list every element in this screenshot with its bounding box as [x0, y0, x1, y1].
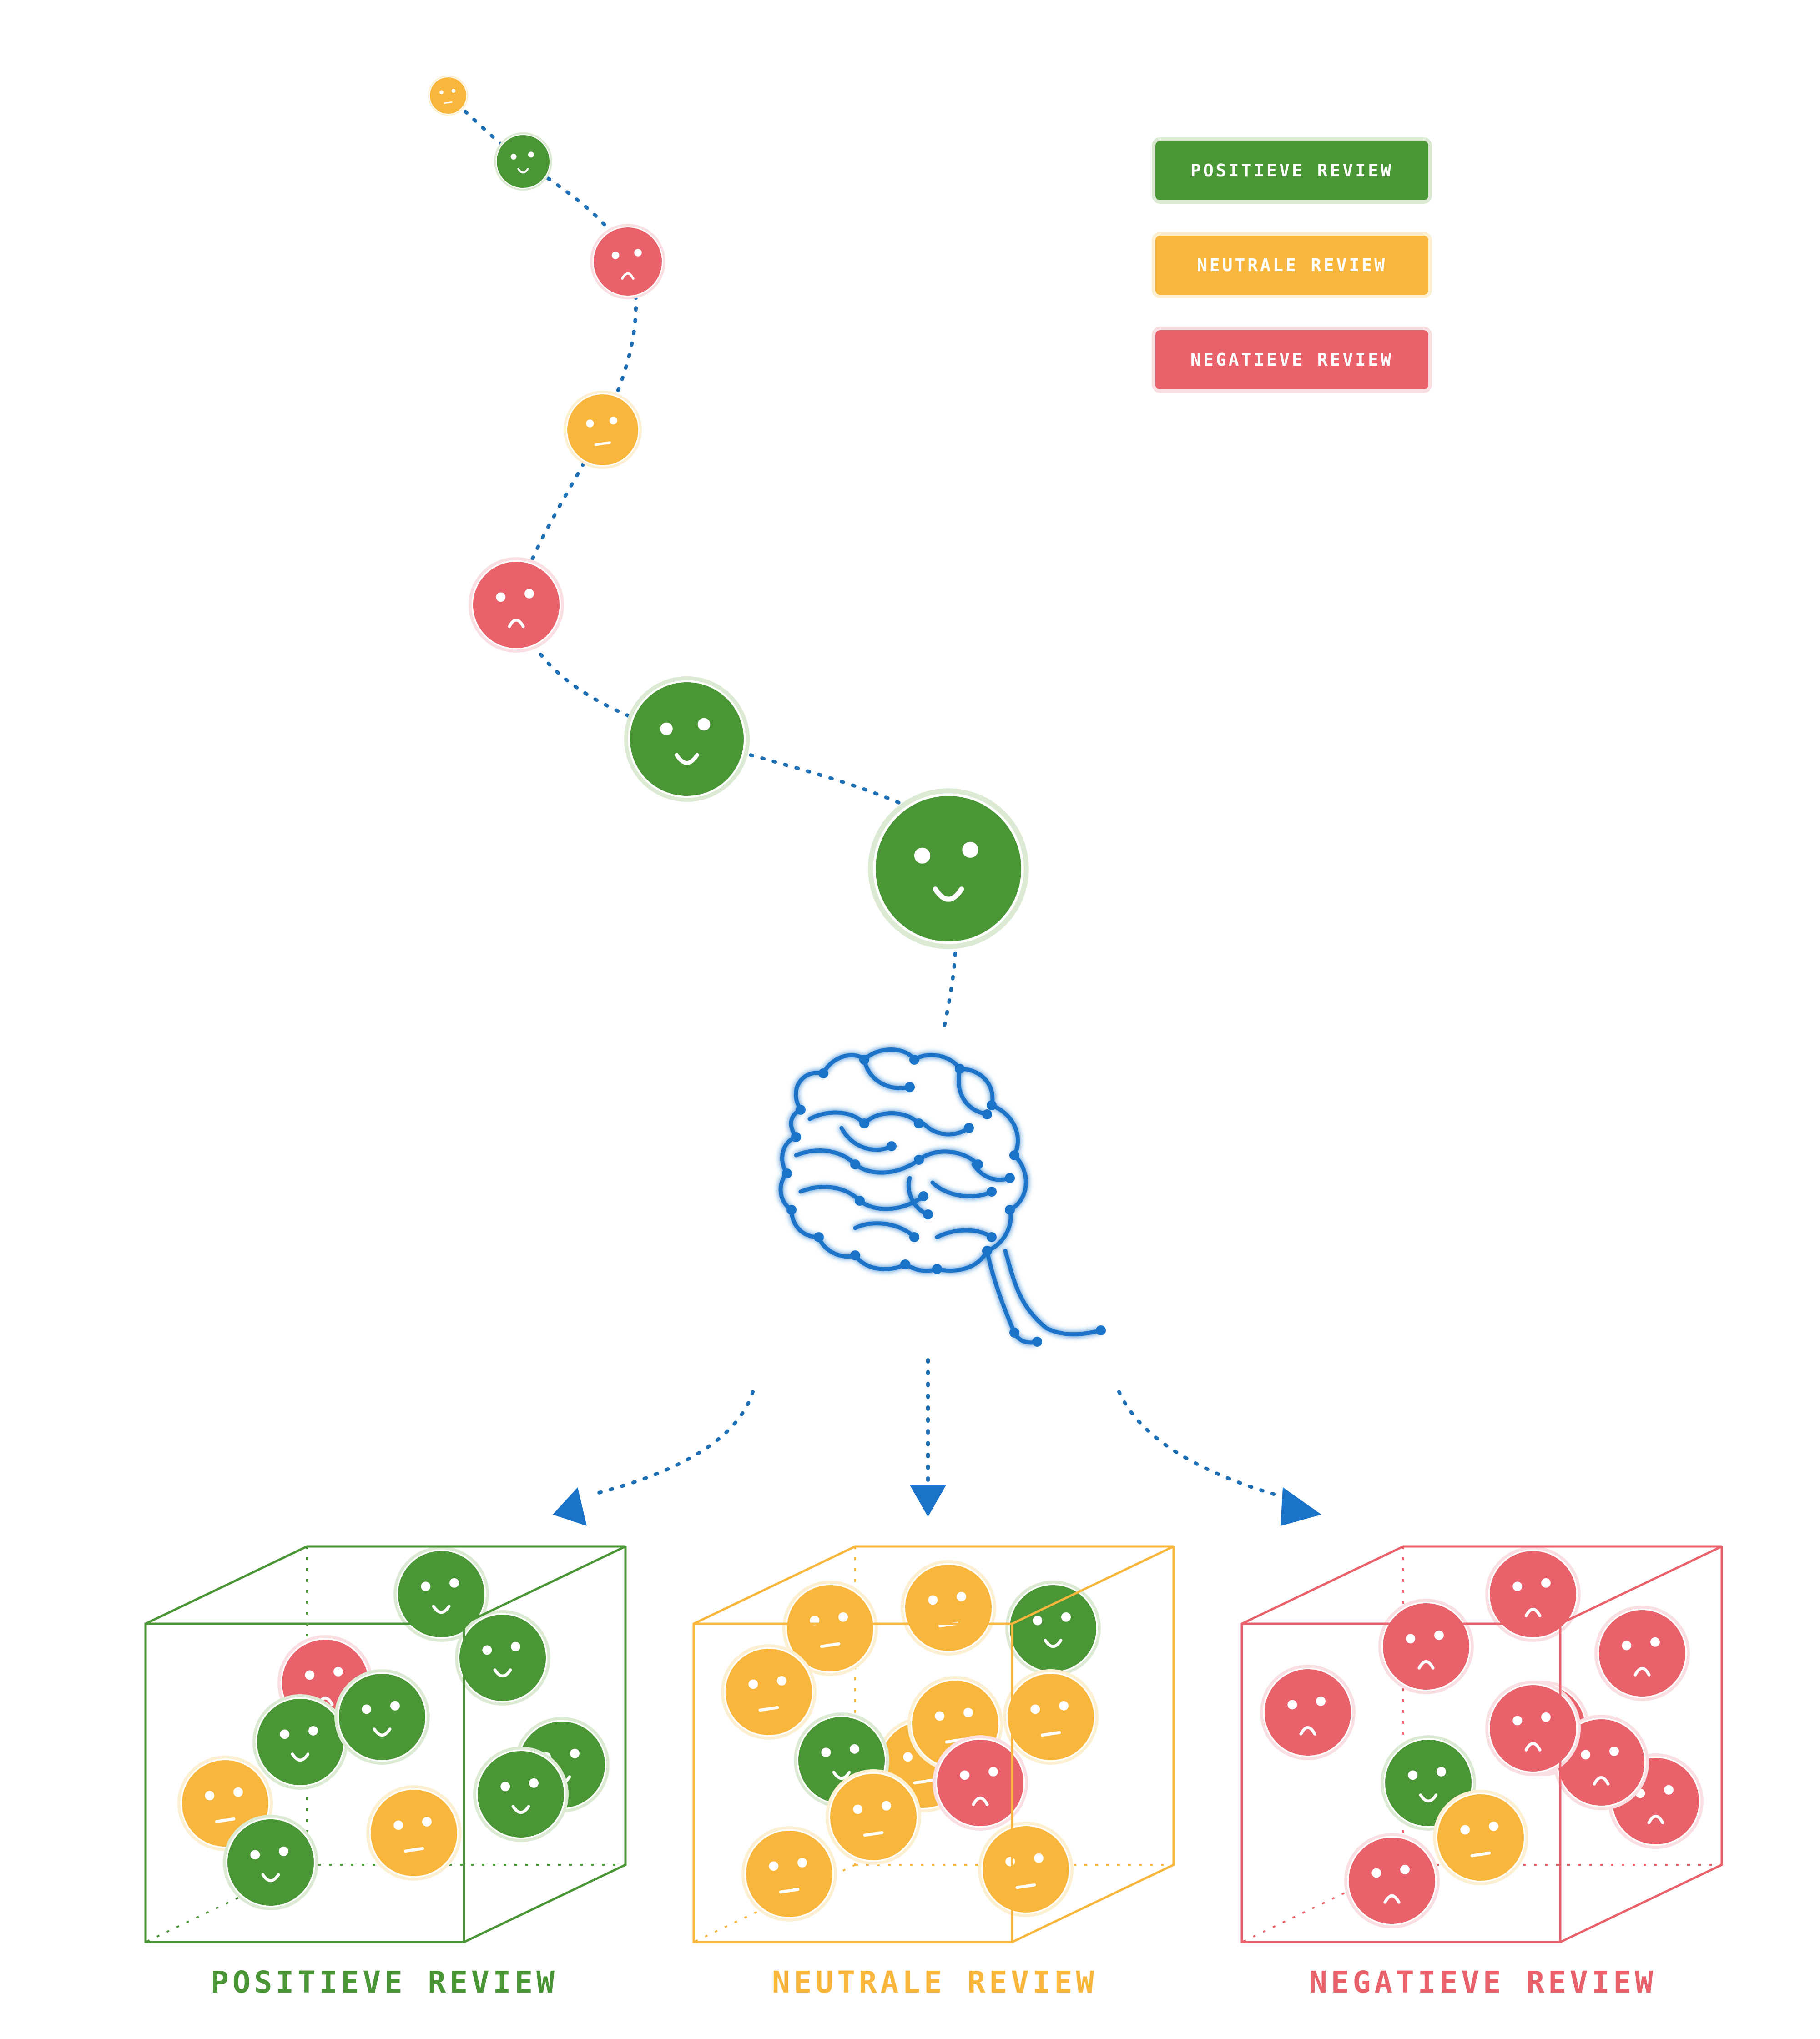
positive-face-icon — [393, 1546, 489, 1642]
positive-face-icon — [223, 1815, 318, 1910]
brain-node-dot — [1005, 1173, 1015, 1183]
negative-box-label: NEGATIEVE REVIEW — [1309, 1965, 1657, 2000]
positive-face-icon — [252, 1694, 348, 1790]
brain-node-dot — [909, 1055, 919, 1065]
brain-node-dot — [859, 1055, 869, 1065]
dispatch-arrows — [553, 1358, 1321, 1526]
ai-brain-icon — [778, 1047, 1103, 1345]
arrow-to-negative — [1117, 1390, 1276, 1496]
negative-face-icon — [1260, 1665, 1356, 1760]
legend-negative-review: NEGATIEVE REVIEW — [1155, 330, 1428, 389]
legend-neutral-review: NEUTRALE REVIEW — [1155, 236, 1428, 295]
brain-node-dot — [973, 1159, 983, 1169]
brain-node-dot — [964, 1123, 974, 1133]
positive-face-icon — [473, 1747, 569, 1842]
neutral-face-icon — [826, 1769, 921, 1865]
brain-node-dot — [905, 1082, 915, 1092]
positive-face-icon — [494, 132, 553, 191]
positive-box-label: POSITIEVE REVIEW — [211, 1965, 558, 2000]
brain-node-dot — [796, 1105, 806, 1115]
arrow-head-positive — [553, 1487, 587, 1526]
brain-node-dot — [914, 1118, 924, 1128]
brain-node-dot — [987, 1100, 997, 1110]
brain-node-dot — [1009, 1328, 1019, 1338]
brain-node-dot — [987, 1187, 997, 1197]
brain-node-dot — [850, 1159, 860, 1169]
brain-node-dot — [909, 1232, 919, 1242]
neutral-face-icon — [366, 1785, 462, 1881]
legend-negative-label: NEGATIEVE REVIEW — [1190, 350, 1394, 370]
positive-face-icon — [868, 788, 1029, 949]
brain-node-dot — [782, 1168, 792, 1178]
negative-face-icon — [1485, 1546, 1581, 1642]
positive-face-icon — [1005, 1581, 1101, 1676]
brain-node-dot — [923, 1209, 933, 1219]
brain-node-dot — [786, 1205, 797, 1215]
brain-node-dot — [932, 1264, 942, 1274]
brain-node-dot — [1096, 1325, 1106, 1335]
negative-face-icon — [1594, 1606, 1690, 1701]
brain-node-dots — [782, 1055, 1106, 1347]
brain-node-dot — [900, 1259, 910, 1269]
brain-node-dot — [814, 1232, 824, 1242]
negative-face-icon — [1485, 1681, 1581, 1776]
neutral-face-icon — [428, 75, 469, 116]
neutral-face-icon — [741, 1826, 837, 1922]
arrow-head-neutral — [910, 1485, 946, 1517]
brain-node-dot — [987, 1232, 997, 1242]
brain-node-dot — [982, 1109, 992, 1119]
positive-face-icon — [455, 1610, 550, 1706]
neutral-face-icon — [563, 390, 642, 469]
negative-box — [1240, 1545, 1723, 1943]
brain-node-dot — [818, 1068, 828, 1078]
brain-node-dot — [855, 1196, 865, 1206]
negative-face-icon — [469, 557, 564, 653]
brain-node-dot — [791, 1132, 801, 1142]
negative-face-icon — [1344, 1833, 1440, 1928]
brain-node-dot — [1005, 1205, 1015, 1215]
legend-positive-label: POSITIEVE REVIEW — [1190, 161, 1394, 181]
neutral-face-icon — [782, 1581, 878, 1676]
legend-neutral-label: NEUTRALE REVIEW — [1196, 255, 1387, 275]
negative-face-icon — [933, 1735, 1028, 1831]
brain-node-dot — [918, 1191, 928, 1201]
negative-face-icon — [590, 224, 665, 299]
neutral-face-icon — [1003, 1669, 1099, 1765]
positive-box — [144, 1545, 627, 1943]
positive-face-icon — [624, 676, 750, 802]
brain-node-dot — [1032, 1337, 1042, 1347]
brain-node-dot — [914, 1155, 924, 1165]
brain-node-dot — [982, 1246, 992, 1256]
brain-node-dot — [859, 1118, 869, 1128]
brain-node-dot — [850, 1250, 860, 1260]
negative-face-icon — [1378, 1599, 1474, 1694]
neutral-box-label: NEUTRALE REVIEW — [771, 1965, 1098, 2000]
neutral-box — [692, 1545, 1175, 1943]
brain-node-dot — [887, 1141, 897, 1151]
neutral-face-icon — [978, 1822, 1074, 1917]
positive-face-icon — [334, 1669, 430, 1765]
review-stream — [428, 75, 1029, 949]
neutral-face-icon — [721, 1644, 817, 1740]
neutral-face-icon — [901, 1560, 996, 1656]
brain-node-dot — [955, 1064, 965, 1074]
arrow-to-positive — [592, 1390, 755, 1496]
legend-positive-review: POSITIEVE REVIEW — [1155, 141, 1428, 200]
arrow-head-negative — [1281, 1487, 1321, 1526]
brain-node-dot — [1009, 1150, 1019, 1160]
neutral-face-icon — [1433, 1790, 1528, 1885]
